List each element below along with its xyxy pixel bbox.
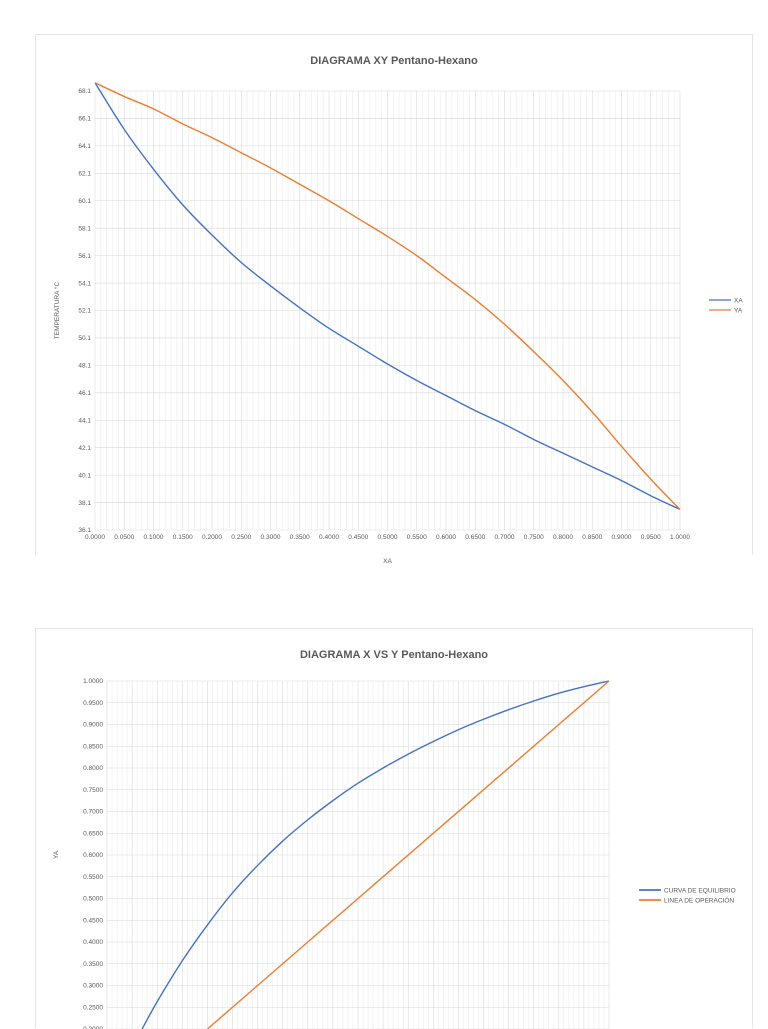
y-tick-label: 54.1 <box>78 280 91 287</box>
x-tick-label: 0.3500 <box>290 534 310 541</box>
y-axis-title: YA <box>53 850 60 859</box>
y-tick-label: 48.1 <box>78 363 91 370</box>
y-tick-label: 64.1 <box>78 143 91 150</box>
y-tick-label: 0.8500 <box>83 743 103 750</box>
x-tick-label: 0.5000 <box>378 534 398 541</box>
y-tick-label: 68.1 <box>78 88 91 95</box>
gridlines <box>94 90 681 531</box>
x-tick-label: 0.0000 <box>85 534 105 541</box>
x-tick-label: 0.2000 <box>202 534 222 541</box>
y-tick-label: 0.8000 <box>83 765 103 772</box>
y-tick-label: 0.4000 <box>83 939 103 946</box>
legend-label: CURVA DE EQUILIBRIO <box>664 887 736 894</box>
x-tick-label: 0.2500 <box>231 534 251 541</box>
y-tick-label: 0.6500 <box>83 830 103 837</box>
y-tick-label: 0.3000 <box>83 983 103 990</box>
x-tick-label: 0.6000 <box>436 534 456 541</box>
legend-label: LINEA DE OPERACIÓN <box>664 895 734 904</box>
y-tick-label: 66.1 <box>78 116 91 123</box>
x-tick-label: 0.9500 <box>641 534 661 541</box>
gridlines <box>106 680 610 1029</box>
series-line-linea-de-operaci-n <box>206 680 610 1029</box>
chart-xy-temperature: DIAGRAMA XY Pentano-Hexano 36.1 38.1 40.1 42… <box>53 55 743 565</box>
y-tick-label: 58.1 <box>78 225 91 232</box>
x-tick-label: 0.0500 <box>114 534 134 541</box>
y-tick-label: 52.1 <box>78 308 91 315</box>
y-tick-label: 0.7500 <box>83 787 103 794</box>
y-tick-label: 62.1 <box>78 171 91 178</box>
chart-title: DIAGRAMA XY Pentano-Hexano <box>310 55 478 67</box>
y-tick-label: 0.2500 <box>83 1004 103 1011</box>
x-axis-title: XA <box>383 558 392 565</box>
y-tick-label: 44.1 <box>78 417 91 424</box>
legend-label: YA <box>734 307 743 314</box>
legend-label: XA <box>734 297 743 304</box>
x-tick-label: 0.7000 <box>495 534 515 541</box>
x-tick-label: 0.1500 <box>173 534 193 541</box>
x-tick-label: 0.1000 <box>144 534 164 541</box>
chart-card-temperature: DIAGRAMA XY Pentano-Hexano 36.1 38.1 40.1 42… <box>35 34 753 565</box>
x-tick-label: 0.6500 <box>465 534 485 541</box>
y-tick-label: 0.9000 <box>83 722 103 729</box>
y-axis-title: TEMPERATURA °C <box>53 282 61 340</box>
y-tick-label: 0.9500 <box>83 700 103 707</box>
x-tick-label: 1.0000 <box>670 534 690 541</box>
y-tick-label: 0.7000 <box>83 809 103 816</box>
y-tick-label: 56.1 <box>78 253 91 260</box>
y-tick-label: 50.1 <box>78 335 91 342</box>
series-line-ya <box>94 82 681 510</box>
y-tick-label: 36.1 <box>78 527 91 534</box>
y-tick-label: 46.1 <box>78 390 91 397</box>
y-tick-label: 0.3500 <box>83 961 103 968</box>
y-tick-label: 0.5500 <box>83 874 103 881</box>
y-tick-label: 0.5000 <box>83 896 103 903</box>
series-line-xa <box>94 82 681 511</box>
y-tick-label: 0.6000 <box>83 852 103 859</box>
x-tick-label: 0.4500 <box>348 534 368 541</box>
x-tick-label: 0.5500 <box>407 534 427 541</box>
y-tick-label: 1.0000 <box>83 678 103 685</box>
x-tick-label: 0.3000 <box>261 534 281 541</box>
chart-x-vs-y: DIAGRAMA X VS Y Pentano-Hexano 1.0000 0.95… <box>53 649 736 1029</box>
x-tick-label: 0.7500 <box>524 534 544 541</box>
y-tick-label: 40.1 <box>78 472 91 479</box>
y-tick-label: 0.4500 <box>83 917 103 924</box>
x-tick-label: 0.9000 <box>612 534 632 541</box>
x-tick-label: 0.8500 <box>582 534 602 541</box>
y-tick-label: 60.1 <box>78 198 91 205</box>
x-tick-label: 0.4000 <box>319 534 339 541</box>
chart-card-equilibrium: DIAGRAMA X VS Y Pentano-Hexano 1.0000 0.95… <box>35 628 753 1029</box>
x-tick-label: 0.8000 <box>553 534 573 541</box>
y-tick-label: 38.1 <box>78 500 91 507</box>
y-tick-label: 42.1 <box>78 445 91 452</box>
chart-title: DIAGRAMA X VS Y Pentano-Hexano <box>300 649 488 661</box>
series-line-curva-de-equilibrio <box>141 680 610 1029</box>
